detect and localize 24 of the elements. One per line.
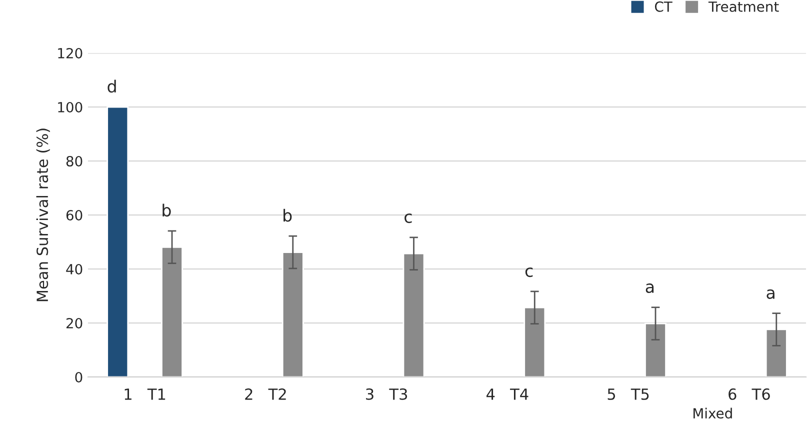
x-tick-label: 1 T1 [124,388,166,400]
y-tick-label: 120 [58,48,82,58]
data-label: a [766,289,774,299]
x-tick-label: 4 T4 [486,388,528,400]
x-tick-label: 3 T3 [366,388,408,400]
data-label: b [162,204,171,217]
legend-label: Treatment [708,2,779,12]
x-tick-label: 5 T5 [608,388,649,400]
text: Mixed [694,408,732,419]
data-label: d [108,80,116,93]
y-axis-title: Mean Survival rate (%) [36,128,50,302]
legend-label: CT [654,1,672,12]
y-tick-label: 60 [66,210,82,220]
x-tick-label: 2 T2 [245,388,286,400]
y-tick-label: 0 [75,372,82,382]
y-tick-label: 100 [58,102,82,112]
y-tick-label: 40 [66,264,82,274]
y-tick-label: 80 [66,156,82,166]
x-tick-label: 6 T6 [728,388,770,400]
data-label: a [646,283,654,293]
data-label: b [284,208,292,222]
y-tick-label: 20 [66,318,82,328]
data-label: c [525,268,533,278]
data-label: c [404,214,412,224]
